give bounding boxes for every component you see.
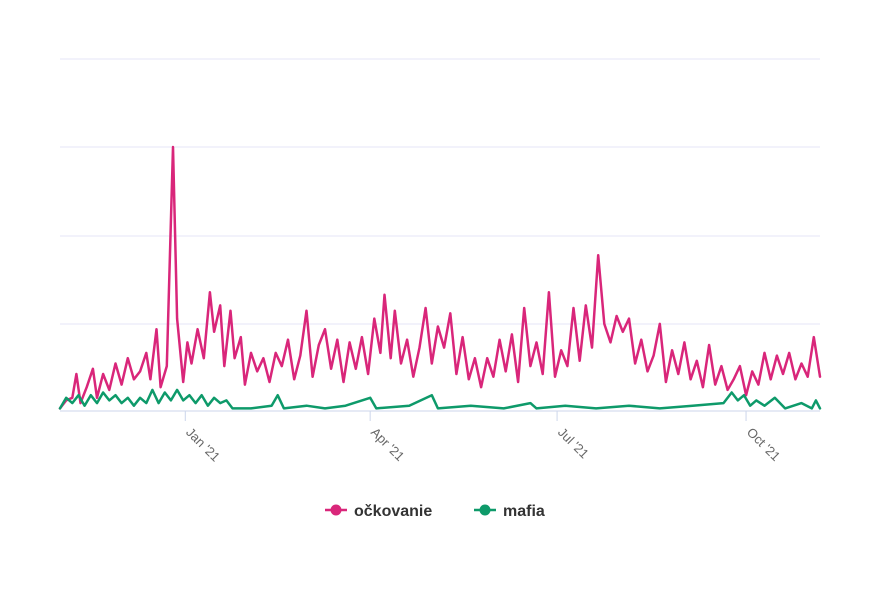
x-axis: Jan '21 Apr '21 Jul '21 Oct '21 xyxy=(60,410,820,465)
legend: očkovanie mafia xyxy=(325,503,545,520)
x-tick-label: Jan '21 xyxy=(183,425,223,465)
legend-marker-icon xyxy=(479,504,491,516)
x-tick-label: Oct '21 xyxy=(744,425,783,464)
series-layer xyxy=(58,145,822,410)
grid-layer xyxy=(60,58,820,325)
x-tick-label: Jul '21 xyxy=(555,425,592,462)
legend-label: mafia xyxy=(503,503,545,520)
x-tick-label: Apr '21 xyxy=(368,425,407,464)
legend-item-1[interactable]: mafia xyxy=(474,503,545,520)
legend-label: očkovanie xyxy=(354,503,432,520)
series-line-1 xyxy=(58,388,822,410)
legend-item-0[interactable]: očkovanie xyxy=(325,503,432,520)
series-line-0 xyxy=(58,145,822,410)
legend-marker-icon xyxy=(330,504,342,516)
